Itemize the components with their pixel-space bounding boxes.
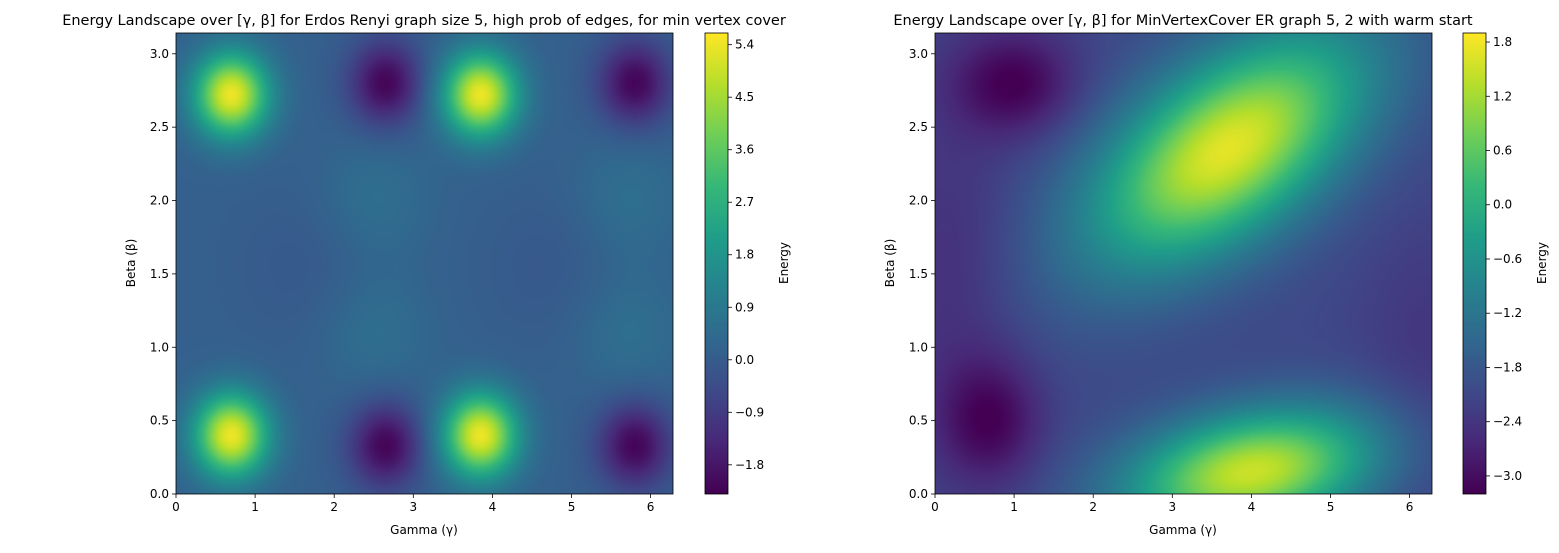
- x-tick-label: 3: [1168, 500, 1176, 514]
- colorbar-tick-label: 0.6: [1493, 144, 1512, 158]
- chart-2-y-axis-label: Beta (β): [883, 239, 897, 288]
- y-tick-label: 2.0: [909, 194, 928, 208]
- chart-2-title: Energy Landscape over [γ, β] for MinVert…: [893, 13, 1473, 29]
- colorbar-tick-label: −1.8: [735, 458, 764, 472]
- chart-2-colorbar: [1463, 33, 1486, 494]
- chart-1-colorbar-frame: [704, 32, 729, 495]
- x-tick-label: 4: [1248, 500, 1256, 514]
- x-tick-label: 1: [1010, 500, 1018, 514]
- y-tick-label: 0.5: [909, 414, 928, 428]
- colorbar-tick-label: −1.2: [1493, 306, 1522, 320]
- x-tick-label: 0: [172, 500, 180, 514]
- chart-1-colorbar-label: Energy: [777, 242, 791, 284]
- x-tick-label: 0: [931, 500, 939, 514]
- y-tick-label: 0.5: [150, 414, 169, 428]
- x-tick-label: 5: [1327, 500, 1335, 514]
- y-tick-label: 2.5: [150, 120, 169, 134]
- colorbar-tick-label: −0.9: [735, 405, 764, 419]
- y-tick-label: 3.0: [150, 47, 169, 61]
- x-tick-label: 1: [251, 500, 259, 514]
- y-tick-label: 3.0: [909, 47, 928, 61]
- chart-1-colorbar-axis: −1.8 −0.9 0.0 0.9 1.8 2.7 3.6 4.5 5.4: [728, 38, 764, 472]
- chart-1-x-axis: 0 1 2 3 4 5 6: [172, 494, 654, 514]
- colorbar-tick-label: 1.8: [1493, 35, 1512, 49]
- y-tick-label: 2.5: [909, 120, 928, 134]
- x-tick-label: 6: [647, 500, 655, 514]
- x-tick-label: 6: [1406, 500, 1414, 514]
- x-tick-label: 3: [409, 500, 417, 514]
- colorbar-tick-label: 4.5: [735, 90, 754, 104]
- chart-1: Energy Landscape over [γ, β] for Erdos R…: [62, 13, 791, 537]
- colorbar-tick-label: −3.0: [1493, 469, 1522, 483]
- colorbar-tick-label: 1.8: [735, 248, 754, 262]
- chart-2-plot-frame: [934, 32, 1433, 495]
- y-tick-label: 1.5: [150, 267, 169, 281]
- chart-2-x-axis: 0 1 2 3 4 5 6: [931, 494, 1413, 514]
- chart-2-heatmap: [935, 33, 1432, 494]
- colorbar-tick-label: −1.8: [1493, 360, 1522, 374]
- chart-2-x-axis-label: Gamma (γ): [1149, 523, 1217, 537]
- colorbar-tick-label: 2.7: [735, 195, 754, 209]
- colorbar-tick-label: 5.4: [735, 38, 754, 52]
- x-tick-label: 2: [330, 500, 338, 514]
- chart-1-colorbar: [705, 33, 728, 494]
- chart-2-colorbar-axis: −3.0 −2.4 −1.8 −1.2 −0.6 0.0 0.6 1.2 1.8: [1486, 35, 1522, 483]
- y-tick-label: 1.0: [909, 340, 928, 354]
- colorbar-tick-label: −2.4: [1493, 415, 1522, 429]
- x-tick-label: 4: [489, 500, 497, 514]
- chart-2-y-axis: 0.0 0.5 1.0 1.5 2.0 2.5 3.0: [909, 47, 935, 501]
- chart-1-title: Energy Landscape over [γ, β] for Erdos R…: [62, 13, 786, 29]
- y-tick-label: 0.0: [909, 487, 928, 501]
- chart-2: Energy Landscape over [γ, β] for MinVert…: [883, 13, 1549, 537]
- chart-1-x-axis-label: Gamma (γ): [390, 523, 458, 537]
- x-tick-label: 5: [568, 500, 576, 514]
- y-tick-label: 1.5: [909, 267, 928, 281]
- chart-2-colorbar-frame: [1462, 32, 1487, 495]
- colorbar-tick-label: −0.6: [1493, 252, 1522, 266]
- chart-1-heatmap: [176, 33, 673, 494]
- chart-1-y-axis: 0.0 0.5 1.0 1.5 2.0 2.5 3.0: [150, 47, 176, 501]
- x-tick-label: 2: [1089, 500, 1097, 514]
- colorbar-tick-label: 3.6: [735, 143, 754, 157]
- chart-1-plot-frame: [175, 32, 674, 495]
- chart-1-y-axis-label: Beta (β): [124, 239, 138, 288]
- colorbar-tick-label: 0.9: [735, 300, 754, 314]
- colorbar-tick-label: 1.2: [1493, 89, 1512, 103]
- colorbar-tick-label: 0.0: [735, 353, 754, 367]
- chart-2-colorbar-label: Energy: [1535, 242, 1549, 284]
- y-tick-label: 1.0: [150, 340, 169, 354]
- y-tick-label: 2.0: [150, 194, 169, 208]
- y-tick-label: 0.0: [150, 487, 169, 501]
- colorbar-tick-label: 0.0: [1493, 198, 1512, 212]
